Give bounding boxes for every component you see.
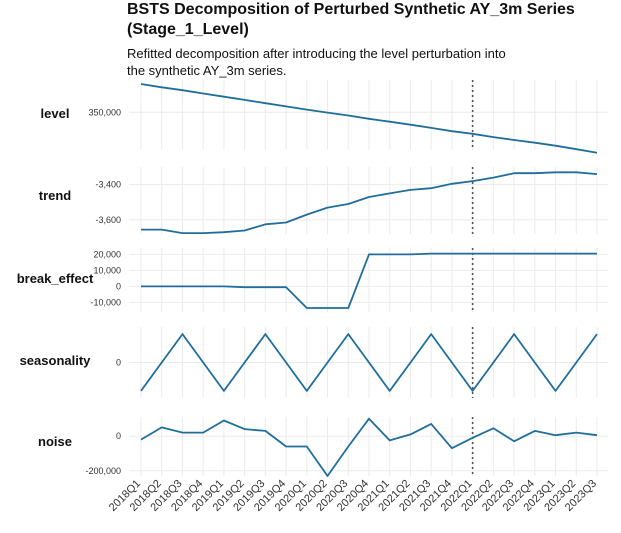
noise-panel-label: noise [38, 434, 72, 449]
break_effect-y-tick-label: 10,000 [93, 265, 121, 275]
break_effect-y-tick-label: -10,000 [90, 297, 121, 307]
seasonality-panel-label: seasonality [20, 353, 92, 368]
noise-y-tick-label: -200,000 [85, 466, 121, 476]
seasonality-series-line [140, 333, 598, 392]
chart-title: BSTS Decomposition of Perturbed Syntheti… [127, 0, 575, 40]
trend-panel-label: trend [39, 188, 72, 203]
seasonality-y-tick-label: 0 [116, 358, 121, 368]
trend-y-tick-label: -3,400 [95, 180, 121, 190]
break_effect-y-tick-label: 0 [116, 281, 121, 291]
trend-series-line [141, 171, 598, 235]
trend-y-tick-label: -3,600 [95, 215, 121, 225]
break_effect-series-line [141, 252, 597, 309]
chart-title-line2: (Stage_1_Level) [127, 21, 249, 38]
break_effect-y-tick-label: 20,000 [93, 249, 121, 259]
level-series-line [140, 83, 598, 154]
chart-subtitle: Refitted decomposition after introducing… [127, 45, 567, 79]
noise-y-tick-label: 0 [116, 431, 121, 441]
noise-series-line [140, 417, 598, 477]
break_effect-panel-label: break_effect [17, 271, 94, 286]
chart-subtitle-line2: the synthetic AY_3m series. [127, 63, 287, 78]
chart-subtitle-line1: Refitted decomposition after introducing… [127, 46, 506, 61]
chart-title-line1: BSTS Decomposition of Perturbed Syntheti… [127, 1, 575, 18]
level-y-tick-label: 350,000 [88, 107, 121, 117]
level-panel-label: level [41, 106, 70, 121]
